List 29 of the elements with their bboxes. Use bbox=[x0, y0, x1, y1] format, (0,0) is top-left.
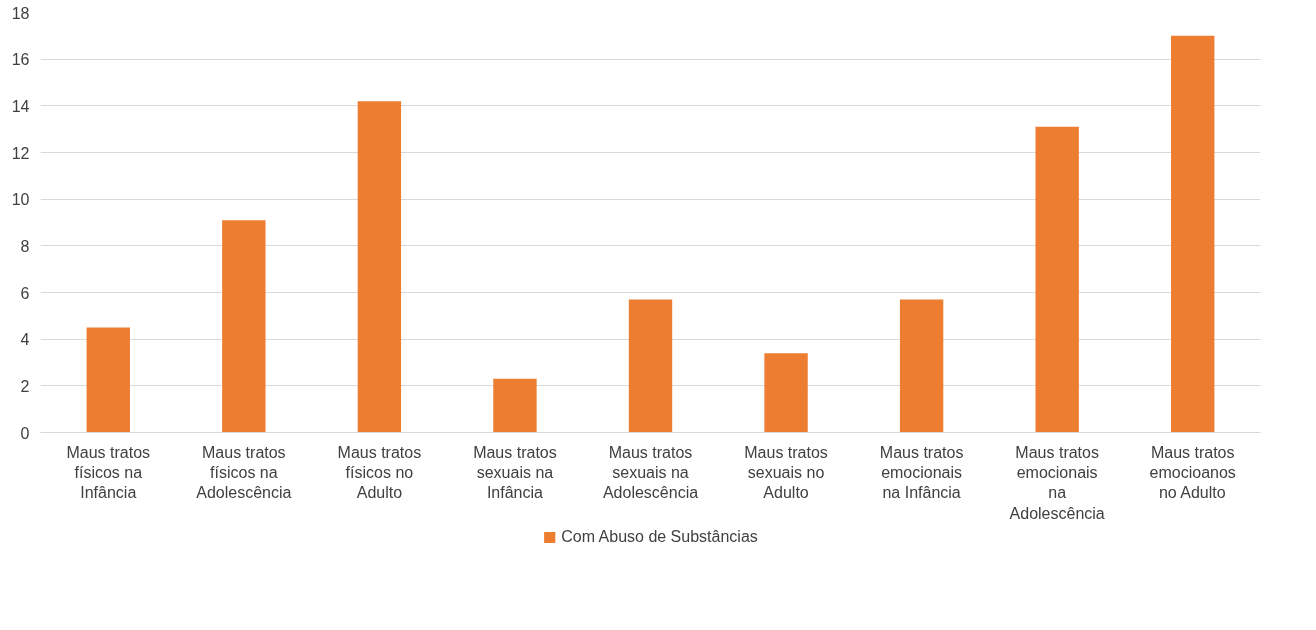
y-tick-label: 18 bbox=[11, 4, 30, 22]
bar bbox=[86, 327, 130, 433]
x-tick-label: Maus tratos emocioanos no Adulto bbox=[1149, 443, 1236, 502]
bar bbox=[764, 353, 808, 433]
bar bbox=[628, 299, 673, 433]
y-tick-label: 4 bbox=[20, 331, 30, 349]
y-tick-label: 14 bbox=[11, 97, 30, 115]
x-tick-label: Maus tratos físicos na Infância bbox=[66, 443, 151, 502]
x-tick-label: Maus tratos emocionais na Infância bbox=[879, 443, 964, 502]
bar bbox=[357, 101, 402, 433]
bar bbox=[1035, 126, 1079, 433]
y-tick-label: 0 bbox=[20, 424, 30, 442]
y-tick-label: 16 bbox=[11, 51, 30, 69]
y-tick-label: 2 bbox=[20, 377, 30, 395]
legend-label: Com Abuso de Substâncias bbox=[561, 528, 758, 546]
bar bbox=[222, 220, 266, 433]
y-tick-label: 10 bbox=[11, 191, 30, 209]
x-tick-label: Maus tratos sexuais na Infância bbox=[473, 443, 557, 502]
y-tick-label: 6 bbox=[20, 284, 30, 302]
x-tick-label: Maus tratos sexuais no Adulto bbox=[744, 443, 828, 502]
x-tick-label: Maus tratos físicos no Adulto bbox=[337, 443, 422, 502]
y-tick-label: 8 bbox=[20, 237, 30, 255]
bar bbox=[1171, 35, 1215, 433]
x-tick-label: Maus tratos físicos na Adolescência bbox=[196, 443, 292, 502]
bar bbox=[493, 378, 537, 433]
x-tick-label: Maus tratos sexuais na Adolescência bbox=[602, 443, 699, 502]
x-tick-label: Maus tratos emocionais na Adolescência bbox=[1009, 443, 1105, 522]
y-tick-label: 12 bbox=[11, 144, 30, 162]
bar bbox=[899, 299, 944, 433]
